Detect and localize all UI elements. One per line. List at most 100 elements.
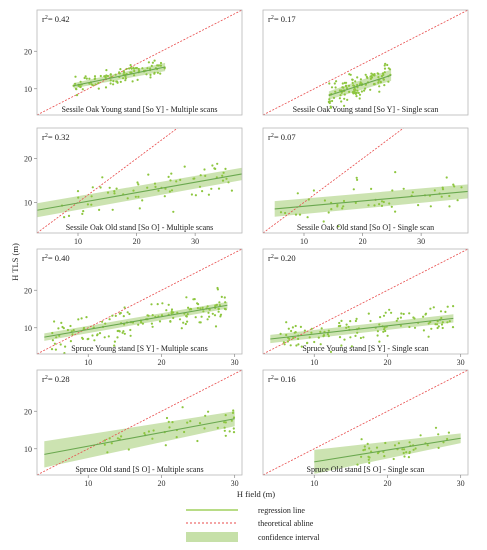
data-point bbox=[343, 97, 346, 100]
data-point bbox=[345, 326, 348, 329]
data-point bbox=[122, 70, 125, 73]
data-point bbox=[329, 106, 333, 109]
theoretical-abline bbox=[37, 10, 242, 115]
data-point bbox=[156, 71, 159, 74]
data-point bbox=[408, 325, 411, 329]
data-point bbox=[168, 190, 171, 193]
data-point bbox=[194, 194, 197, 197]
data-point bbox=[128, 312, 131, 316]
data-point bbox=[131, 80, 134, 83]
data-point bbox=[437, 446, 440, 449]
data-point bbox=[386, 63, 389, 67]
data-point bbox=[203, 427, 206, 430]
data-point bbox=[446, 437, 449, 441]
data-point bbox=[436, 323, 439, 326]
data-point bbox=[219, 315, 222, 318]
data-point bbox=[341, 207, 344, 210]
data-point bbox=[129, 71, 132, 74]
data-point bbox=[319, 343, 322, 346]
data-point bbox=[297, 343, 300, 346]
data-point bbox=[218, 301, 221, 304]
data-point bbox=[356, 76, 359, 79]
panel-frame bbox=[36, 9, 243, 116]
data-point bbox=[186, 421, 189, 424]
data-point bbox=[331, 99, 334, 103]
legend-regression-label: regression line bbox=[258, 506, 305, 515]
data-point bbox=[367, 312, 370, 315]
theoretical-abline bbox=[263, 10, 468, 115]
data-point bbox=[364, 73, 367, 76]
data-point bbox=[356, 83, 359, 87]
data-point bbox=[363, 89, 366, 92]
data-point bbox=[200, 315, 203, 318]
data-point bbox=[217, 187, 221, 190]
data-point bbox=[388, 202, 391, 205]
data-point bbox=[153, 182, 157, 185]
r2-annotation: r2= 0.32 bbox=[42, 132, 70, 142]
data-point bbox=[59, 343, 62, 346]
data-point bbox=[402, 451, 405, 455]
data-point bbox=[69, 340, 72, 343]
data-point bbox=[432, 306, 435, 309]
data-point bbox=[85, 316, 88, 319]
panel-plot-area bbox=[37, 10, 242, 115]
data-point bbox=[408, 312, 411, 315]
panel-frame bbox=[262, 127, 469, 234]
data-point bbox=[382, 200, 385, 204]
data-point bbox=[123, 306, 126, 309]
data-point bbox=[343, 93, 346, 96]
data-point bbox=[207, 410, 210, 413]
panel-caption: Spruce Old stand [S O] - Single scan bbox=[307, 465, 425, 474]
data-point bbox=[285, 321, 288, 324]
data-point bbox=[179, 178, 182, 181]
data-point bbox=[159, 64, 162, 67]
data-point bbox=[228, 430, 231, 433]
data-point bbox=[146, 186, 149, 189]
data-point bbox=[146, 67, 149, 70]
y-tick-label: 20 bbox=[24, 47, 32, 56]
data-point bbox=[230, 189, 233, 192]
data-point bbox=[153, 59, 156, 62]
data-point bbox=[51, 331, 54, 335]
data-point bbox=[345, 87, 349, 90]
data-point bbox=[223, 429, 226, 432]
data-point bbox=[338, 97, 341, 100]
data-point bbox=[203, 168, 206, 171]
data-point bbox=[152, 429, 155, 432]
data-point bbox=[53, 342, 57, 345]
data-point bbox=[364, 83, 367, 86]
data-point bbox=[388, 308, 391, 311]
data-point bbox=[121, 331, 124, 334]
data-point bbox=[360, 438, 363, 441]
data-point bbox=[384, 311, 387, 314]
data-point bbox=[452, 305, 455, 308]
data-point bbox=[116, 80, 119, 83]
data-point bbox=[422, 315, 425, 318]
data-point bbox=[334, 86, 337, 89]
data-point bbox=[224, 414, 227, 417]
data-point bbox=[55, 336, 58, 339]
data-point bbox=[105, 69, 108, 72]
data-point bbox=[107, 335, 110, 338]
data-point bbox=[183, 165, 186, 168]
data-point bbox=[125, 67, 128, 71]
data-point bbox=[338, 89, 341, 92]
data-point bbox=[50, 348, 54, 351]
data-point bbox=[294, 213, 298, 216]
data-point bbox=[141, 67, 144, 70]
data-point bbox=[106, 451, 109, 454]
data-point bbox=[367, 455, 370, 458]
data-point bbox=[382, 314, 386, 317]
data-point bbox=[436, 326, 439, 330]
data-point bbox=[401, 448, 404, 451]
data-point bbox=[208, 315, 211, 318]
data-point bbox=[66, 328, 69, 332]
data-point bbox=[136, 78, 139, 81]
data-point bbox=[150, 322, 153, 325]
data-point bbox=[198, 422, 202, 425]
data-point bbox=[446, 305, 449, 308]
data-point bbox=[189, 420, 192, 423]
panel-8: 10 20 30 r2= 0.16 Spruce Old stand [S O] - S… bbox=[262, 369, 469, 488]
data-point bbox=[298, 213, 302, 216]
data-point bbox=[81, 336, 84, 339]
